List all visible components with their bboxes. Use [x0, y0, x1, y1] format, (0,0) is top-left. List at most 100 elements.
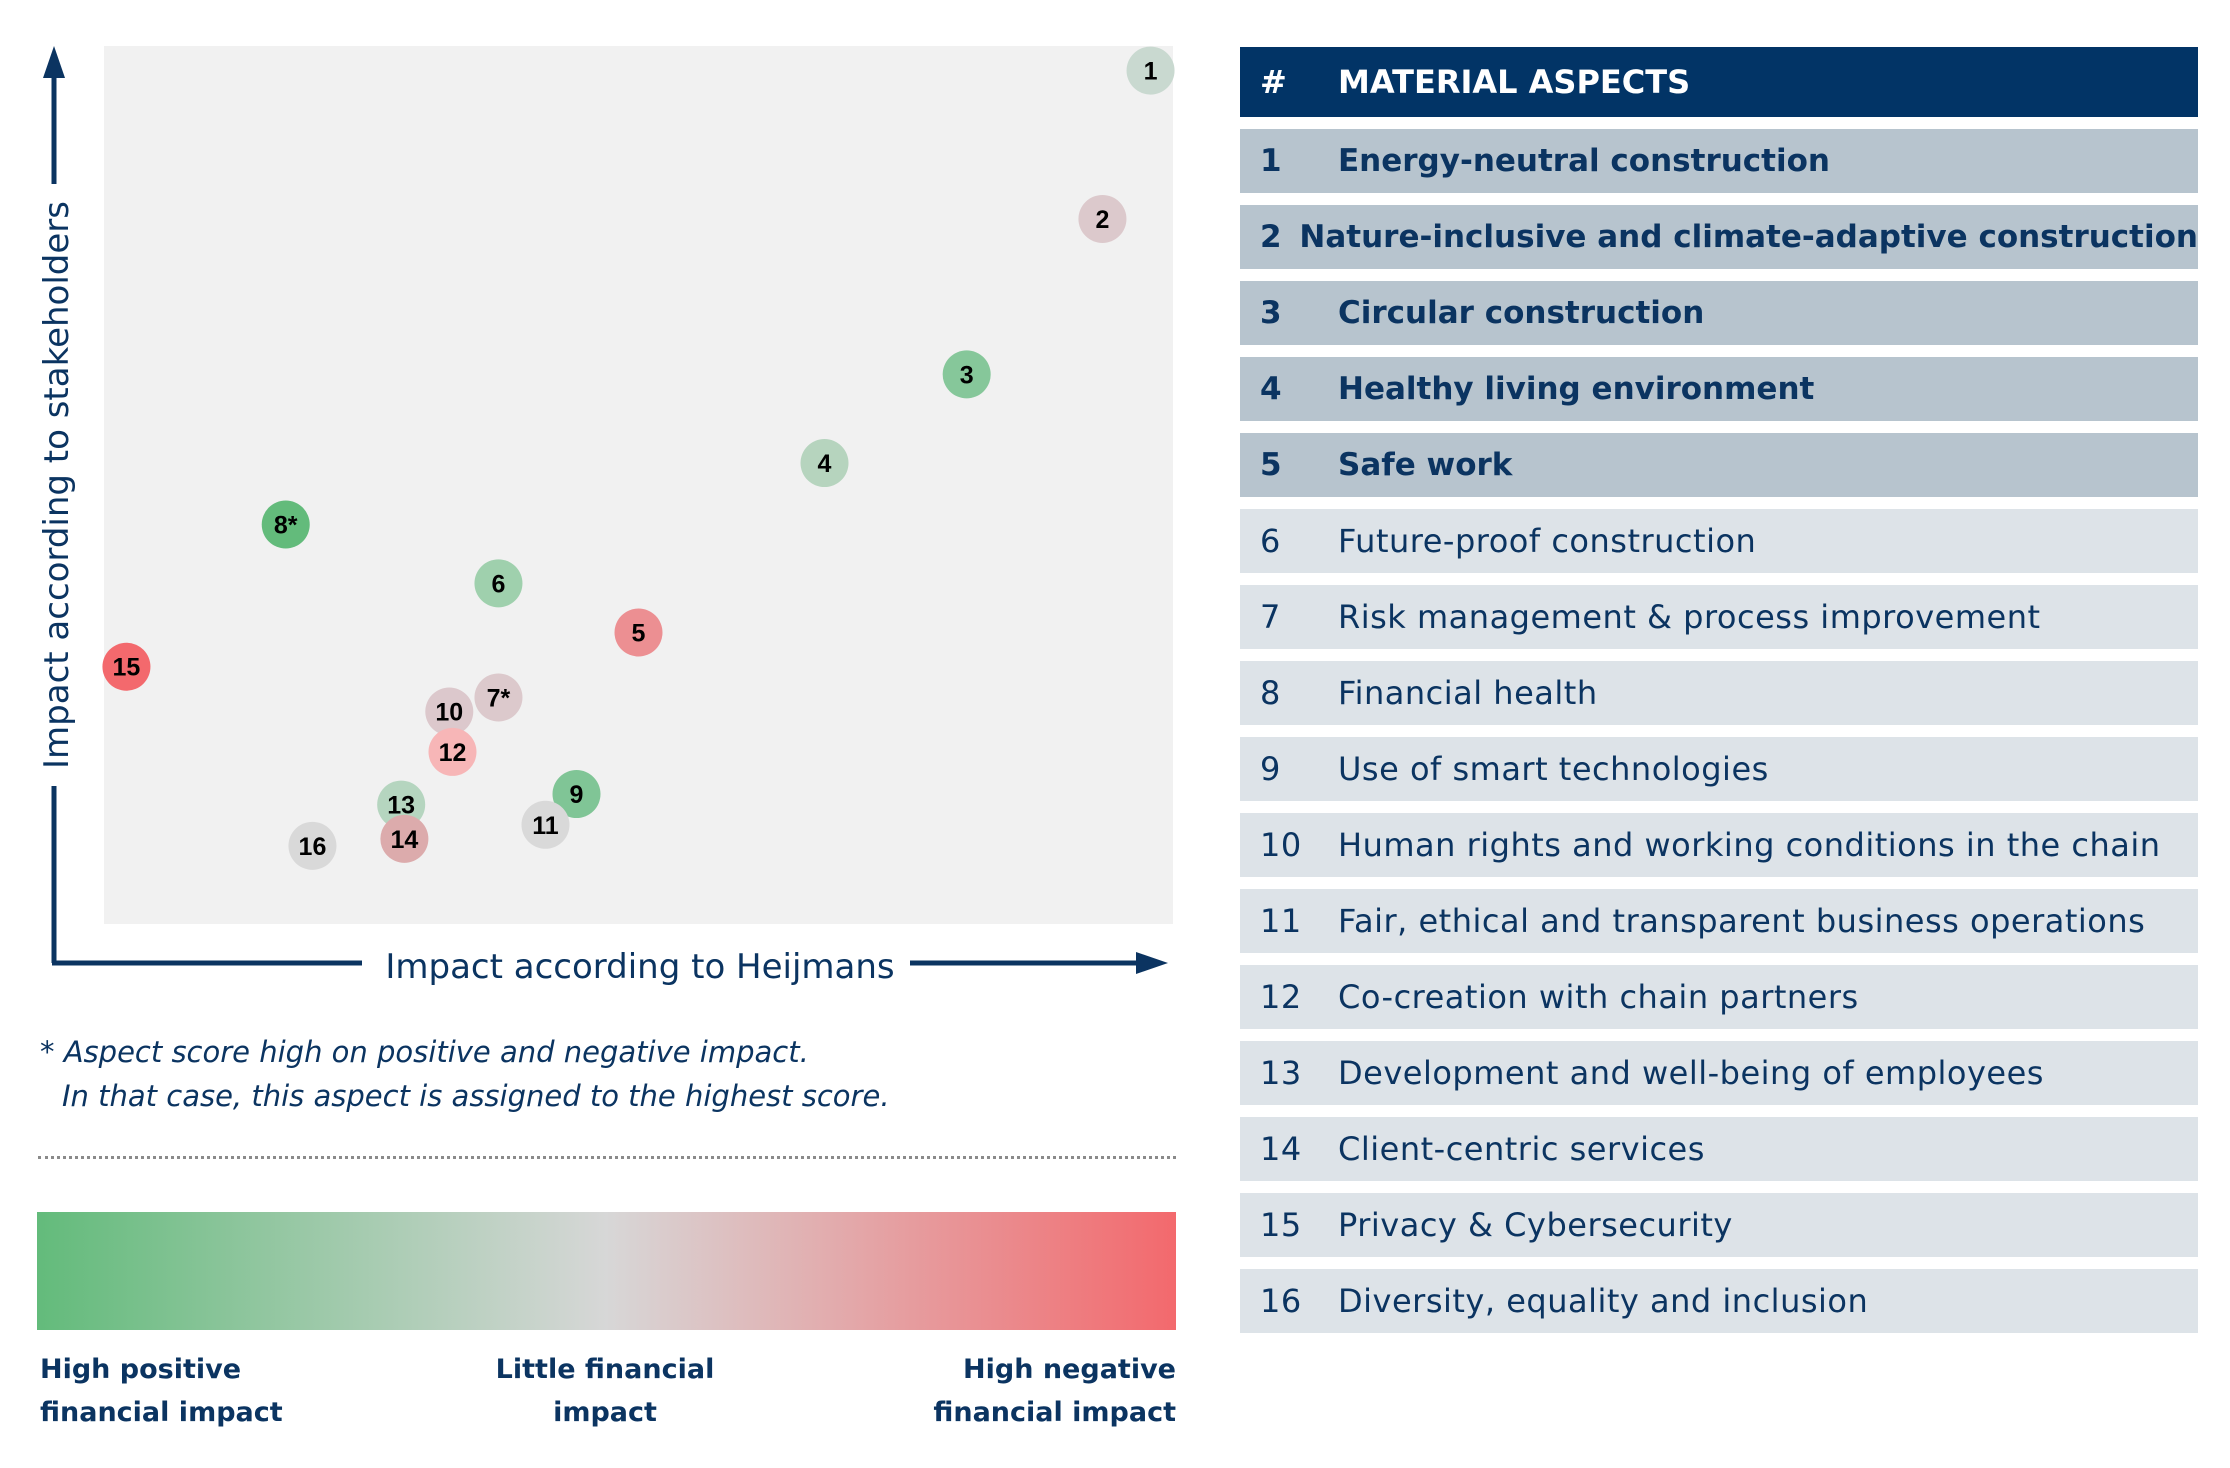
row-label: Safe work [1338, 447, 1513, 483]
row-number: 1 [1260, 143, 1282, 179]
row-label: Healthy living environment [1338, 371, 1815, 407]
row-label: Client-centric services [1338, 1130, 1705, 1168]
data-point-10: 10 [425, 687, 474, 736]
point-label: 7* [487, 684, 511, 712]
table-row: 16 Diversity, equality and inclusion [1240, 1269, 2198, 1333]
point-marker [261, 500, 310, 549]
row-label: Circular construction [1338, 295, 1705, 331]
point-marker [288, 821, 337, 870]
data-point-5: 5 [614, 608, 663, 657]
point-label: 1 [1144, 58, 1158, 86]
row-number: 4 [1260, 371, 1282, 407]
row-label: Use of smart technologies [1338, 750, 1769, 788]
scale-label-little: Little financial impact [495, 1354, 715, 1428]
data-point-14: 14 [380, 814, 429, 863]
row-label: Future-proof construction [1338, 522, 1757, 560]
table-row: 2 Nature-inclusive and climate-adaptive c… [1240, 205, 2198, 269]
data-point-4: 4 [800, 439, 849, 488]
data-point-15: 15 [102, 642, 151, 691]
row-number: 14 [1260, 1130, 1302, 1168]
row-number: 13 [1260, 1054, 1302, 1092]
row-label: Financial health [1338, 674, 1598, 712]
table-row: 14 Client-centric services [1240, 1117, 2198, 1181]
point-marker [521, 800, 570, 849]
row-number: 12 [1260, 978, 1302, 1016]
row-number: 9 [1260, 750, 1281, 788]
plot-area [104, 46, 1173, 924]
data-point-12: 12 [428, 727, 477, 776]
header-label: MATERIAL ASPECTS [1338, 63, 1691, 101]
data-point-6: 6 [474, 559, 523, 608]
point-label: 5 [632, 620, 646, 648]
table-row: 13 Development and well-being of employee… [1240, 1041, 2198, 1105]
table-row: 6 Future-proof construction [1240, 509, 2198, 573]
point-label: 15 [113, 654, 141, 682]
point-label: 13 [387, 792, 415, 820]
row-number: 16 [1260, 1282, 1302, 1320]
point-marker [1126, 46, 1175, 95]
table-row: 3 Circular construction [1240, 281, 2198, 345]
point-label: 11 [532, 812, 559, 840]
data-point-1: 1 [1126, 46, 1175, 95]
row-label: Risk management & process improvement [1338, 598, 2041, 636]
point-label: 6 [492, 570, 506, 598]
material-aspects-table: # MATERIAL ASPECTS 1 Energy-neutral const… [1240, 47, 2198, 1345]
point-marker [102, 642, 151, 691]
x-axis-label: Impact according to Heijmans [385, 947, 894, 987]
point-marker [800, 439, 849, 488]
table-row: 12 Co-creation with chain partners [1240, 965, 2198, 1029]
row-label: Energy-neutral construction [1338, 143, 1830, 179]
table-header: # MATERIAL ASPECTS [1240, 47, 2198, 117]
data-point-7: 7* [474, 673, 523, 722]
data-point-16: 16 [288, 821, 337, 870]
point-label: 2 [1095, 206, 1109, 234]
point-label: 16 [299, 833, 327, 861]
data-point-2: 2 [1078, 194, 1127, 243]
point-marker [428, 727, 477, 776]
point-label: 12 [439, 739, 467, 767]
point-label: 14 [390, 826, 418, 854]
materiality-matrix: Impact according to stakeholders Impact … [37, 46, 1175, 987]
point-label: 9 [570, 781, 584, 809]
scale-label-high-positive: High positive financial impact [40, 1354, 283, 1428]
data-point-11: 11 [521, 800, 570, 849]
row-number: 10 [1260, 826, 1302, 864]
row-number: 6 [1260, 522, 1281, 560]
footnote-line-2: In that case, this aspect is assigned to… [62, 1079, 890, 1113]
point-marker [380, 814, 429, 863]
point-marker [1078, 194, 1127, 243]
y-axis-arrowhead [43, 46, 65, 78]
table-row: 10 Human rights and working conditions in… [1240, 813, 2198, 877]
row-label: Fair, ethical and transparent business o… [1338, 902, 2146, 940]
data-point-8: 8* [261, 500, 310, 549]
row-number: 8 [1260, 674, 1281, 712]
point-label: 8* [274, 512, 298, 540]
table-row: 9 Use of smart technologies [1240, 737, 2198, 801]
scale-label-high-negative: High negative financial impact [933, 1354, 1176, 1428]
table-row: 5 Safe work [1240, 433, 2198, 497]
row-label: Co-creation with chain partners [1338, 978, 1859, 1016]
point-marker [614, 608, 663, 657]
footnote-line-1: * Aspect score high on positive and nega… [40, 1035, 809, 1069]
row-number: 7 [1260, 598, 1281, 636]
financial-impact-color-scale [37, 1212, 1176, 1330]
point-marker [474, 673, 523, 722]
y-axis-label: Impact according to stakeholders [37, 201, 77, 769]
x-axis-arrowhead [1136, 952, 1168, 974]
data-point-3: 3 [942, 350, 991, 399]
row-label: Development and well-being of employees [1338, 1054, 2044, 1092]
table-row: 11 Fair, ethical and transparent business… [1240, 889, 2198, 953]
footnote: * Aspect score high on positive and nega… [40, 1030, 890, 1118]
data-point-9: 9 [552, 770, 601, 819]
table-row: 8 Financial health [1240, 661, 2198, 725]
table-row: 1 Energy-neutral construction [1240, 129, 2198, 193]
point-label: 4 [818, 450, 832, 478]
row-number: 5 [1260, 447, 1282, 483]
table-row: 7 Risk management & process improvement [1240, 585, 2198, 649]
point-label: 3 [960, 361, 974, 389]
point-label: 10 [435, 699, 463, 727]
table-row: 4 Healthy living environment [1240, 357, 2198, 421]
point-marker [552, 770, 601, 819]
row-label: Human rights and working conditions in t… [1338, 826, 2161, 864]
